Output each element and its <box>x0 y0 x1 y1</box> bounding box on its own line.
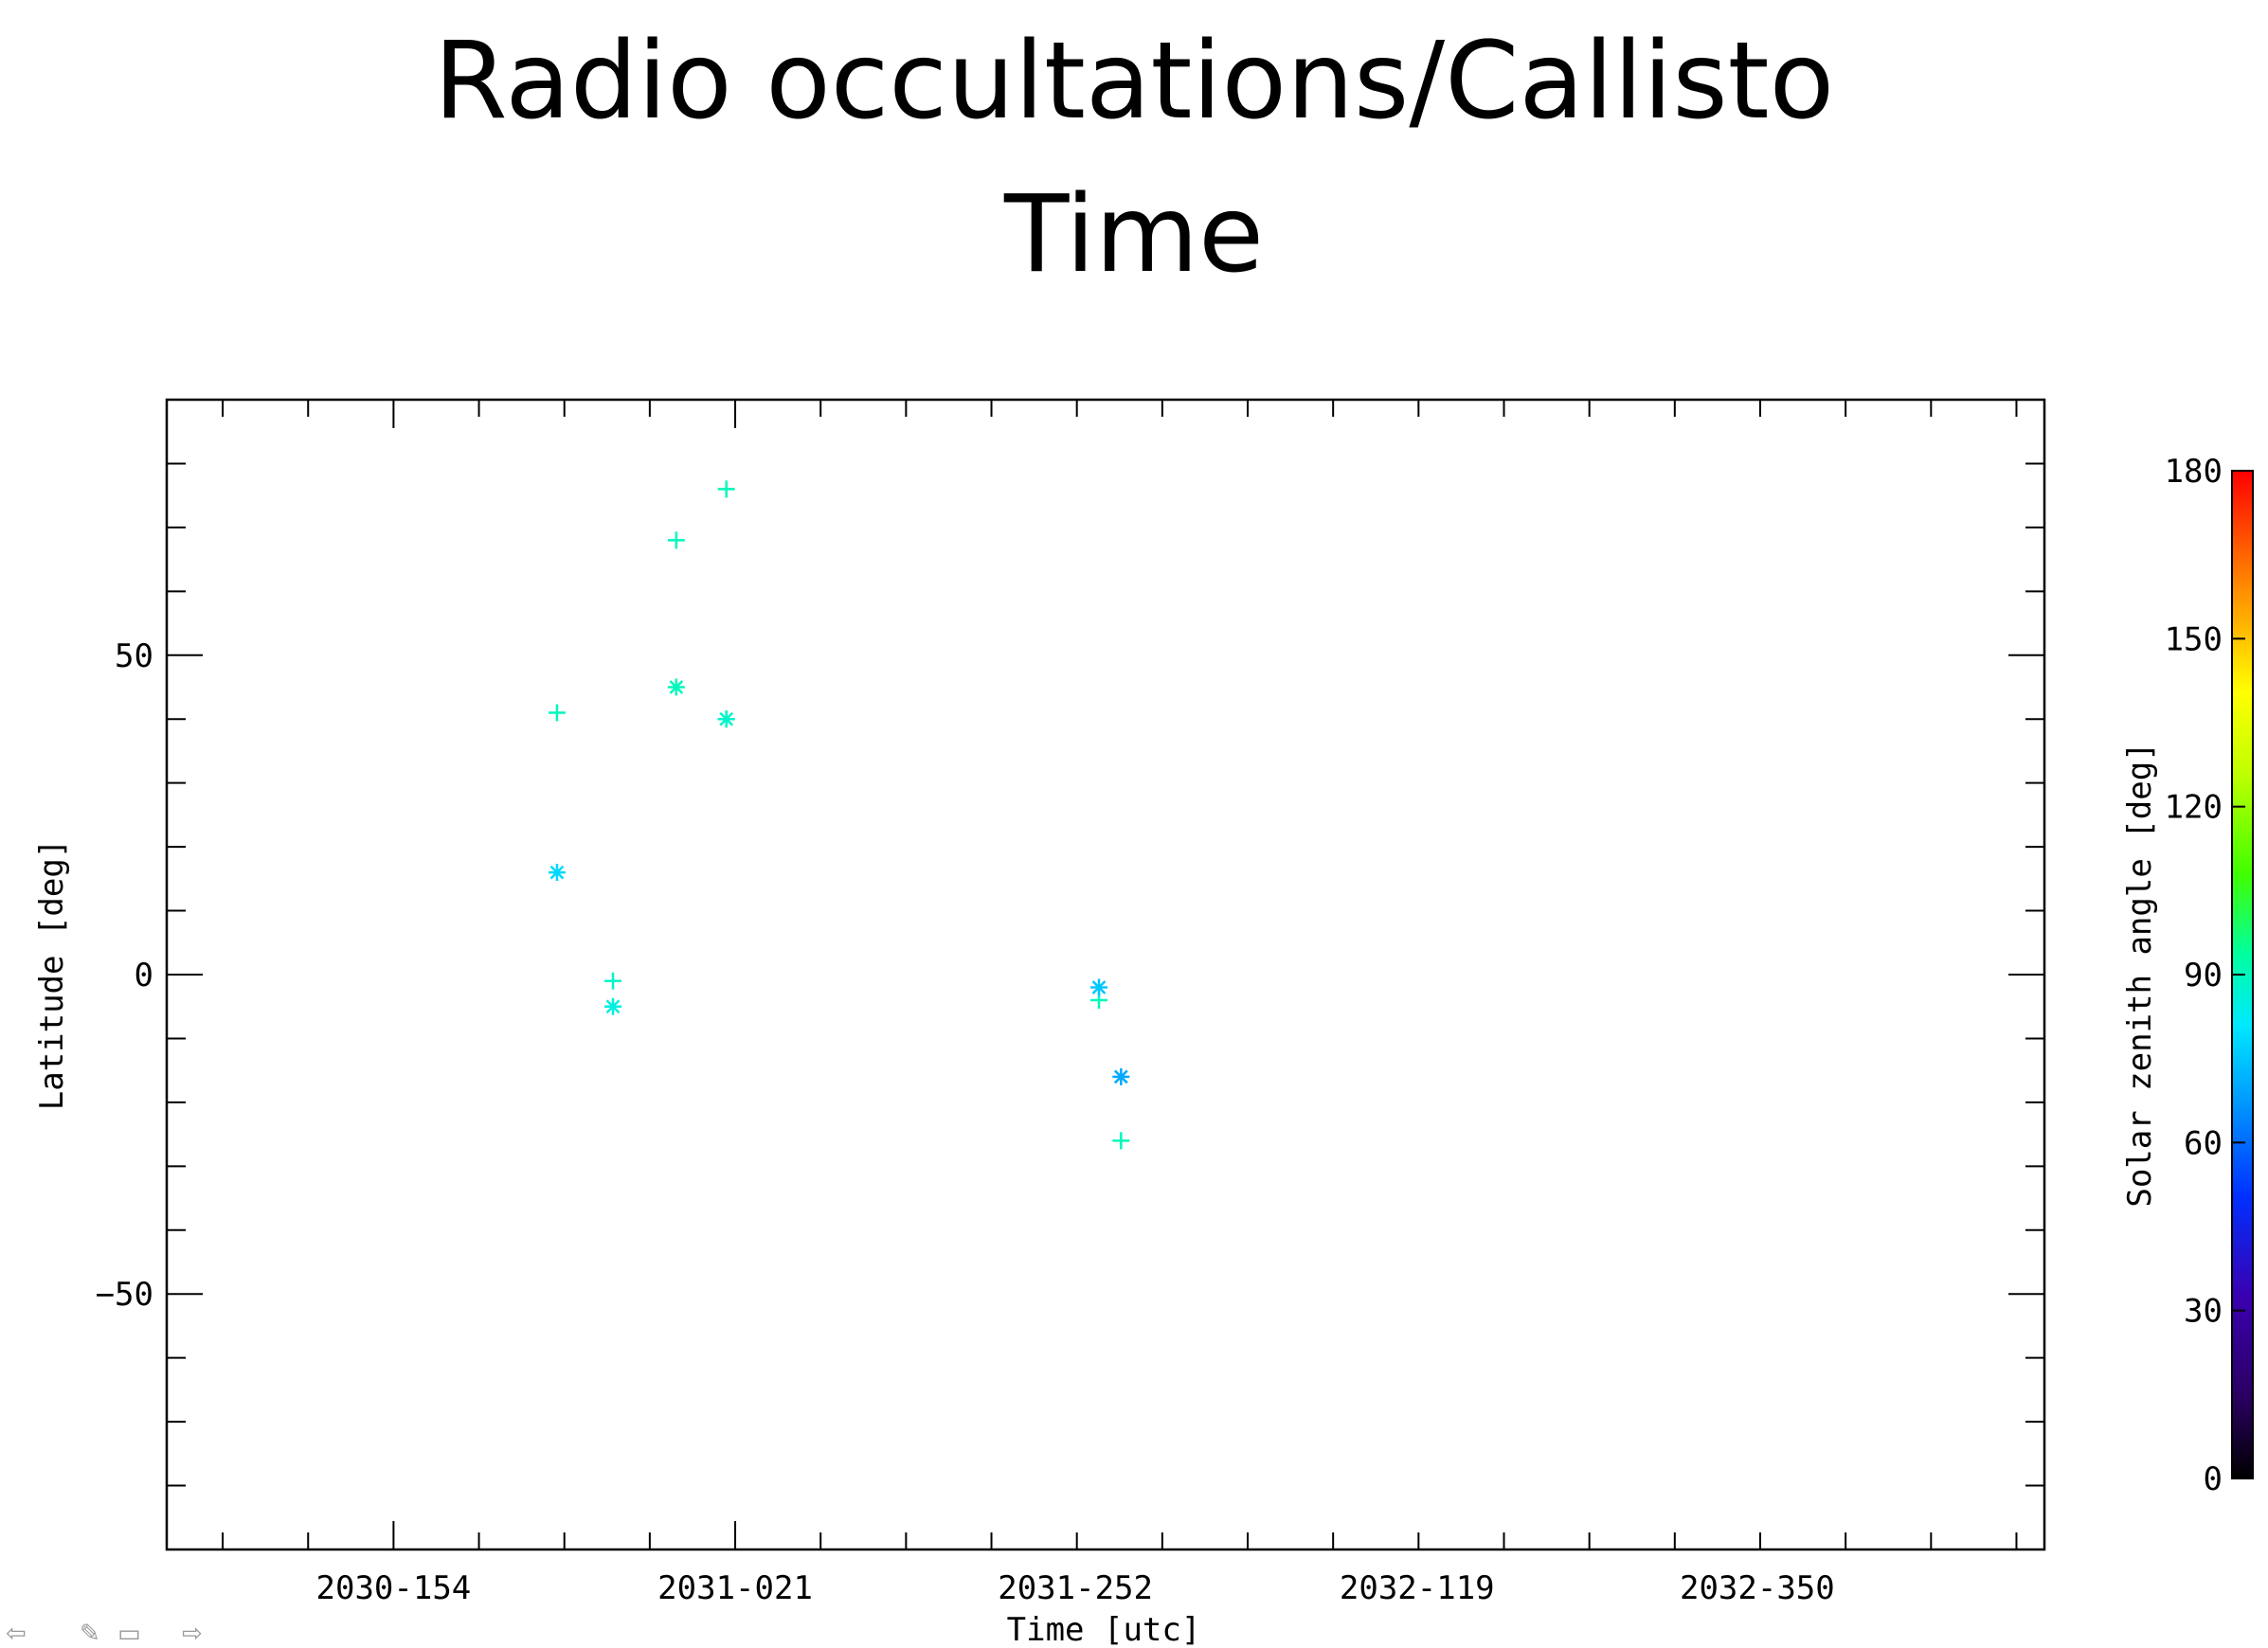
y-axis: −50 0 50 <box>96 462 2044 1487</box>
x-tick-label: 2032-119 <box>1340 1569 1495 1607</box>
y-axis-label: Latitude [deg] <box>33 839 71 1111</box>
colorbar-tick-label: 30 <box>2184 1293 2223 1331</box>
y-tick-label: −50 <box>96 1276 153 1314</box>
asterisk-marker <box>717 710 735 728</box>
colorbar-tick-label: 180 <box>2165 453 2223 491</box>
colorbar-label: Solar zenith angle [deg] <box>2121 742 2159 1207</box>
colorbar-tick-label: 90 <box>2184 957 2223 994</box>
slide-nav-controls[interactable]: ⇦ ✎ ▭ ⇨ <box>0 1621 237 1646</box>
colorbar-tick-label: 60 <box>2184 1124 2223 1162</box>
y-tick-label: 0 <box>135 957 153 994</box>
asterisk-marker <box>548 864 566 882</box>
x-tick-label: 2031-252 <box>998 1569 1153 1607</box>
asterisk-marker <box>604 997 622 1015</box>
data-points <box>548 480 1130 1150</box>
y-tick-label: 50 <box>115 637 153 675</box>
slide-subtitle: Time <box>1003 173 1265 296</box>
plus-marker <box>1112 1132 1130 1150</box>
asterisk-marker <box>1090 978 1108 996</box>
x-axis-label: Time [utc] <box>1007 1611 1201 1646</box>
arrow-left-icon[interactable]: ⇦ <box>6 1620 27 1648</box>
plus-marker <box>548 704 566 722</box>
screen-icon[interactable]: ▭ <box>117 1620 141 1648</box>
pencil-icon[interactable]: ✎ <box>80 1620 100 1648</box>
slide-title: Radio occultations/Callisto <box>433 20 1835 143</box>
plus-marker <box>717 480 735 498</box>
asterisk-marker <box>1112 1067 1130 1085</box>
colorbar-tick-label: 150 <box>2165 620 2223 658</box>
x-axis: 2030-154 2031-021 2031-252 2032-119 2032-350 <box>222 400 2018 1607</box>
plus-marker <box>604 972 622 990</box>
colorbar: 0 30 60 90 120 150 180 Solar zenith angle [deg… <box>2121 453 2254 1498</box>
x-tick-label: 2030-154 <box>316 1569 472 1607</box>
colorbar-tick-label: 0 <box>2204 1460 2223 1498</box>
plus-marker <box>667 531 685 549</box>
x-tick-label: 2032-350 <box>1680 1569 1835 1607</box>
x-tick-label: 2031-021 <box>657 1569 813 1607</box>
arrow-right-icon[interactable]: ⇨ <box>182 1620 203 1648</box>
colorbar-tick-label: 120 <box>2165 789 2223 827</box>
plot-frame <box>165 398 2046 1551</box>
asterisk-marker <box>667 678 685 696</box>
